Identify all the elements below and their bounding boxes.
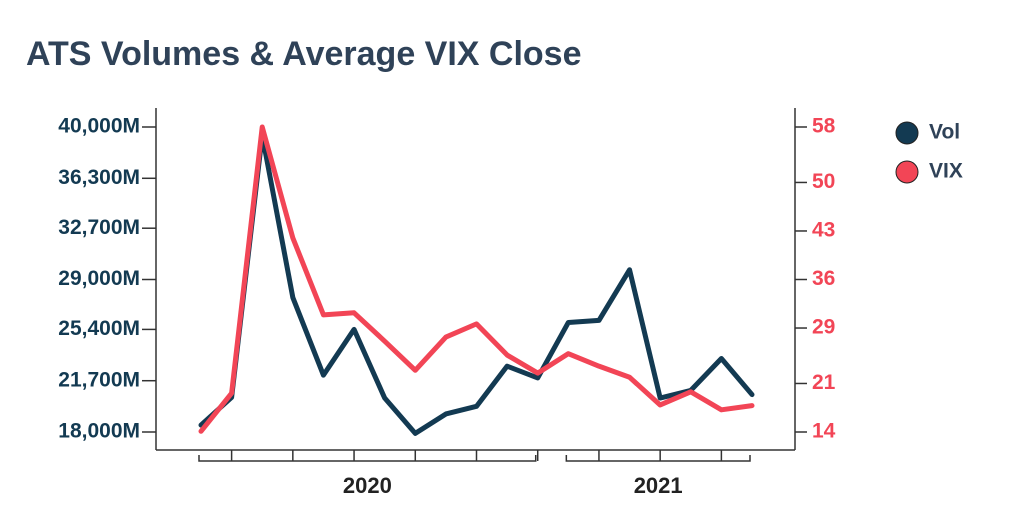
x-tick-label: 2021 (634, 473, 683, 498)
y-tick-label: 36,300M (58, 166, 140, 189)
chart-title: ATS Volumes & Average VIX Close (26, 35, 582, 73)
year-bracket (198, 455, 537, 462)
y2-tick-label: 36 (812, 267, 835, 290)
y2-tick-label: 58 (812, 115, 836, 138)
y2-tick-label: 43 (812, 219, 835, 242)
y2-tick-label: 29 (812, 316, 835, 339)
y2-tick-label: 21 (812, 371, 836, 394)
y-tick-label: 32,700M (58, 216, 140, 239)
y-tick-label: 18,000M (58, 420, 140, 443)
legend-label: VIX (929, 160, 963, 183)
y2-tick-label: 14 (812, 420, 836, 443)
legend-label: Vol (929, 121, 960, 144)
legend-marker (895, 160, 919, 184)
year-bracket (565, 455, 751, 462)
y-tick-label: 25,400M (58, 317, 140, 340)
series-line (198, 132, 755, 436)
y2-tick-label: 50 (812, 170, 835, 193)
y-tick-label: 21,700M (58, 368, 140, 391)
legend-marker (895, 121, 919, 145)
y-tick-label: 29,000M (58, 267, 140, 290)
x-tick-label: 2020 (343, 473, 392, 498)
series-line (198, 124, 755, 434)
y-tick-label: 40,000M (58, 115, 140, 138)
